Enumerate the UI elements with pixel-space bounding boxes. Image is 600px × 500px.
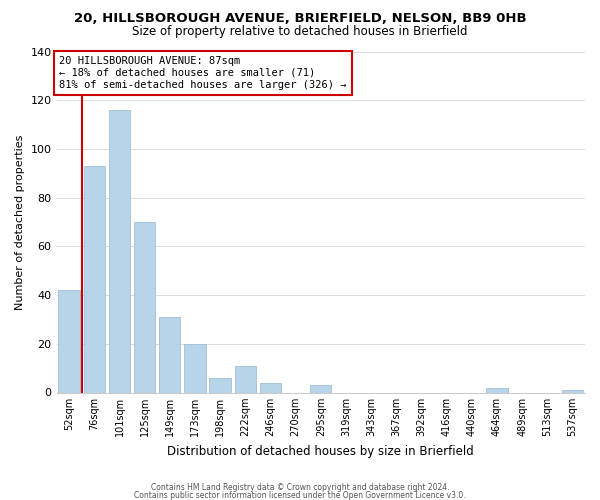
Text: Contains public sector information licensed under the Open Government Licence v3: Contains public sector information licen… bbox=[134, 490, 466, 500]
Bar bbox=[109, 110, 130, 393]
Bar bbox=[159, 317, 181, 392]
Bar bbox=[58, 290, 80, 392]
Bar bbox=[562, 390, 583, 392]
Bar bbox=[235, 366, 256, 392]
Text: 20 HILLSBOROUGH AVENUE: 87sqm
← 18% of detached houses are smaller (71)
81% of s: 20 HILLSBOROUGH AVENUE: 87sqm ← 18% of d… bbox=[59, 56, 347, 90]
Text: 20, HILLSBOROUGH AVENUE, BRIERFIELD, NELSON, BB9 0HB: 20, HILLSBOROUGH AVENUE, BRIERFIELD, NEL… bbox=[74, 12, 526, 26]
X-axis label: Distribution of detached houses by size in Brierfield: Distribution of detached houses by size … bbox=[167, 444, 474, 458]
Text: Contains HM Land Registry data © Crown copyright and database right 2024.: Contains HM Land Registry data © Crown c… bbox=[151, 484, 449, 492]
Bar bbox=[486, 388, 508, 392]
Bar bbox=[310, 385, 331, 392]
Bar bbox=[83, 166, 105, 392]
Bar bbox=[184, 344, 206, 393]
Bar bbox=[209, 378, 231, 392]
Text: Size of property relative to detached houses in Brierfield: Size of property relative to detached ho… bbox=[132, 25, 468, 38]
Y-axis label: Number of detached properties: Number of detached properties bbox=[15, 134, 25, 310]
Bar bbox=[134, 222, 155, 392]
Bar bbox=[260, 383, 281, 392]
